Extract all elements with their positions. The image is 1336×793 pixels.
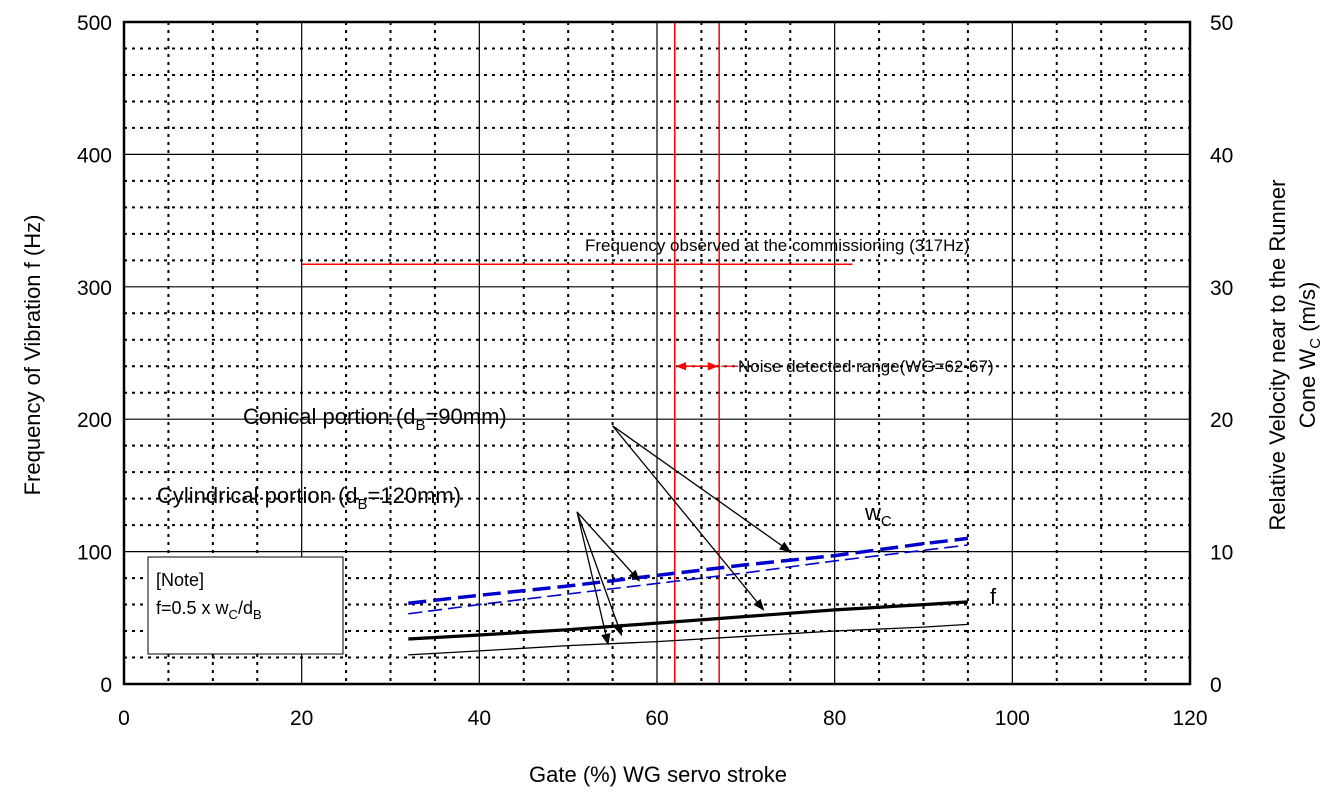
pointer-arrow-conical	[612, 425, 765, 611]
y-tick-label: 500	[77, 12, 112, 35]
x-axis-title: Gate (%) WG servo stroke	[529, 762, 787, 787]
y-tick-labels: 0 100 200 300 400 500	[77, 12, 112, 697]
y-tick-label: 400	[77, 144, 112, 167]
reference-lines	[301, 22, 853, 684]
y-tick-label: 200	[77, 409, 112, 432]
x-tick-label: 120	[1172, 707, 1207, 730]
y2-axis-title-line2: Cone WC (m/s)	[1295, 282, 1324, 429]
note-box-frame	[147, 556, 344, 655]
y-tick-label: 100	[77, 542, 112, 565]
f-series-label: f	[990, 584, 997, 609]
pointer-arrow-cylindrical	[576, 511, 641, 582]
series-line-wc_cylindrical	[408, 544, 968, 615]
wc-series-label: wC	[864, 500, 892, 530]
y-axis-title: Frequency of Vibration f (Hz)	[20, 215, 45, 496]
y2-axis-title-line1: Relative Velocity near to the Runner	[1265, 180, 1290, 531]
x-tick-label: 60	[645, 707, 668, 730]
y2-tick-label: 0	[1210, 674, 1222, 697]
note-formula: f=0.5 x wC/dB	[156, 598, 262, 622]
x-tick-label: 20	[290, 707, 313, 730]
pointer-arrow-cylindrical	[576, 511, 623, 637]
note-box: [Note] f=0.5 x wC/dB	[147, 556, 344, 655]
noise-range-label: Noise detected range(WG=62-67)	[738, 357, 994, 376]
x-tick-label: 80	[823, 707, 846, 730]
series-line-wc_conical	[408, 536, 969, 605]
series-line-f_cylindrical	[408, 623, 968, 656]
y2-tick-label: 50	[1210, 12, 1233, 35]
pointer-arrow-conical	[612, 425, 792, 553]
x-tick-label: 100	[995, 707, 1030, 730]
y2-tick-label: 20	[1210, 409, 1233, 432]
note-title: [Note]	[156, 570, 204, 590]
observed-frequency-label: Frequency observed at the commissioning …	[585, 236, 970, 255]
x-tick-labels: 0 20 40 60 80 100 120	[118, 707, 1207, 730]
x-tick-label: 40	[468, 707, 491, 730]
y-tick-label: 300	[77, 277, 112, 300]
pointer-arrow-cylindrical	[576, 511, 611, 646]
series-group	[408, 536, 969, 656]
x-tick-label: 0	[118, 707, 130, 730]
y-tick-label: 0	[100, 674, 112, 697]
pointer-arrows	[576, 425, 792, 646]
y2-tick-labels: 0 10 20 30 40 50	[1210, 12, 1233, 697]
cylindrical-portion-label: Cylindrical portion (dB=120mm)	[157, 483, 461, 513]
y2-tick-label: 40	[1210, 144, 1233, 167]
conical-portion-label: Conical portion (dB=90mm)	[243, 404, 507, 434]
y2-tick-label: 30	[1210, 277, 1233, 300]
plot-frame	[122, 20, 1192, 686]
series-line-f_conical	[408, 600, 968, 641]
y2-tick-label: 10	[1210, 542, 1233, 565]
